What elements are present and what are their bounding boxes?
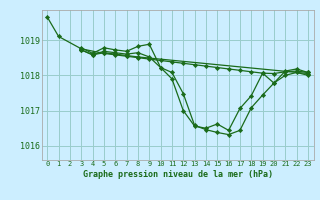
X-axis label: Graphe pression niveau de la mer (hPa): Graphe pression niveau de la mer (hPa) <box>83 170 273 179</box>
